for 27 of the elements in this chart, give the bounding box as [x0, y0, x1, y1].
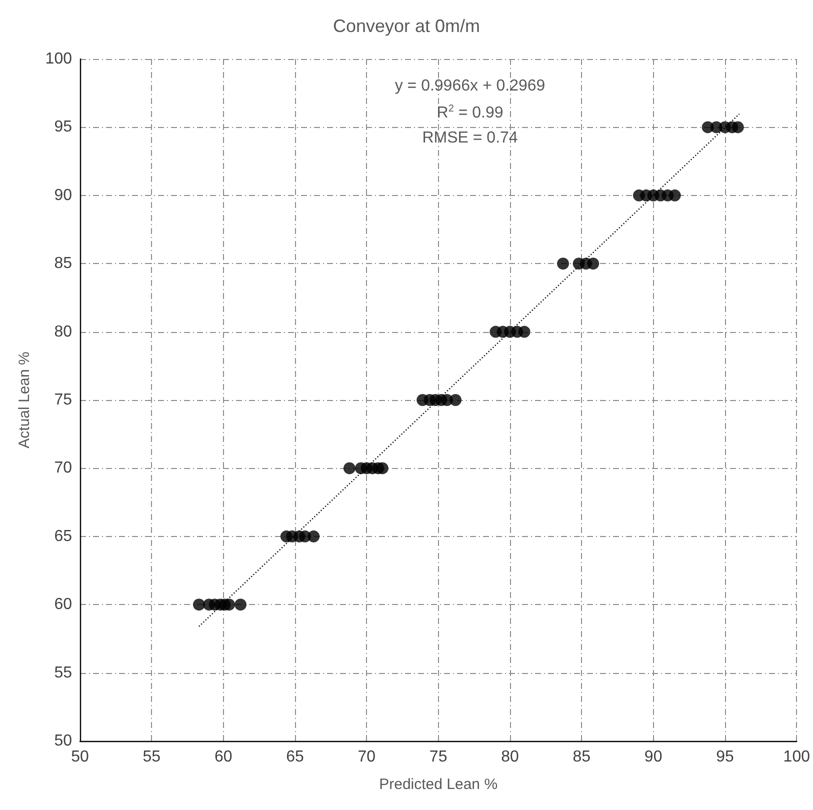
y-tick-label: 55	[54, 664, 72, 682]
x-tick-label: 60	[214, 748, 232, 766]
chart-title: Conveyor at 0m/m	[332, 16, 480, 36]
x-tick-label: 75	[429, 748, 448, 766]
x-tick-label: 80	[501, 748, 519, 766]
x-tick-label: 100	[783, 748, 810, 766]
x-axis-title: Predicted Lean %	[379, 776, 498, 793]
y-tick-label: 100	[45, 50, 72, 68]
y-tick-label: 65	[54, 528, 72, 545]
x-tick-label: 95	[716, 748, 734, 766]
x-tick-label: 65	[286, 748, 304, 766]
x-tick-label: 55	[142, 748, 161, 766]
annotation: y = 0.9966x + 0.2969	[394, 78, 546, 94]
y-tick-label: 70	[54, 460, 72, 477]
y-tick-label: 60	[54, 596, 72, 614]
y-tick-label: 90	[54, 186, 72, 204]
x-tick-label: 70	[358, 748, 376, 766]
y-tick-label: 85	[54, 255, 72, 272]
y-tick-label: 95	[54, 118, 72, 136]
y-tick-label: 80	[54, 323, 72, 340]
y-axis-title: Actual Lean %	[16, 352, 33, 448]
y-tick-label: 50	[54, 732, 72, 750]
annotation: RMSE = 0.74	[422, 130, 518, 146]
x-tick-label: 85	[572, 748, 591, 766]
x-tick-label: 90	[644, 748, 662, 766]
x-tick-label: 50	[71, 748, 89, 766]
y-tick-label: 75	[54, 392, 72, 408]
